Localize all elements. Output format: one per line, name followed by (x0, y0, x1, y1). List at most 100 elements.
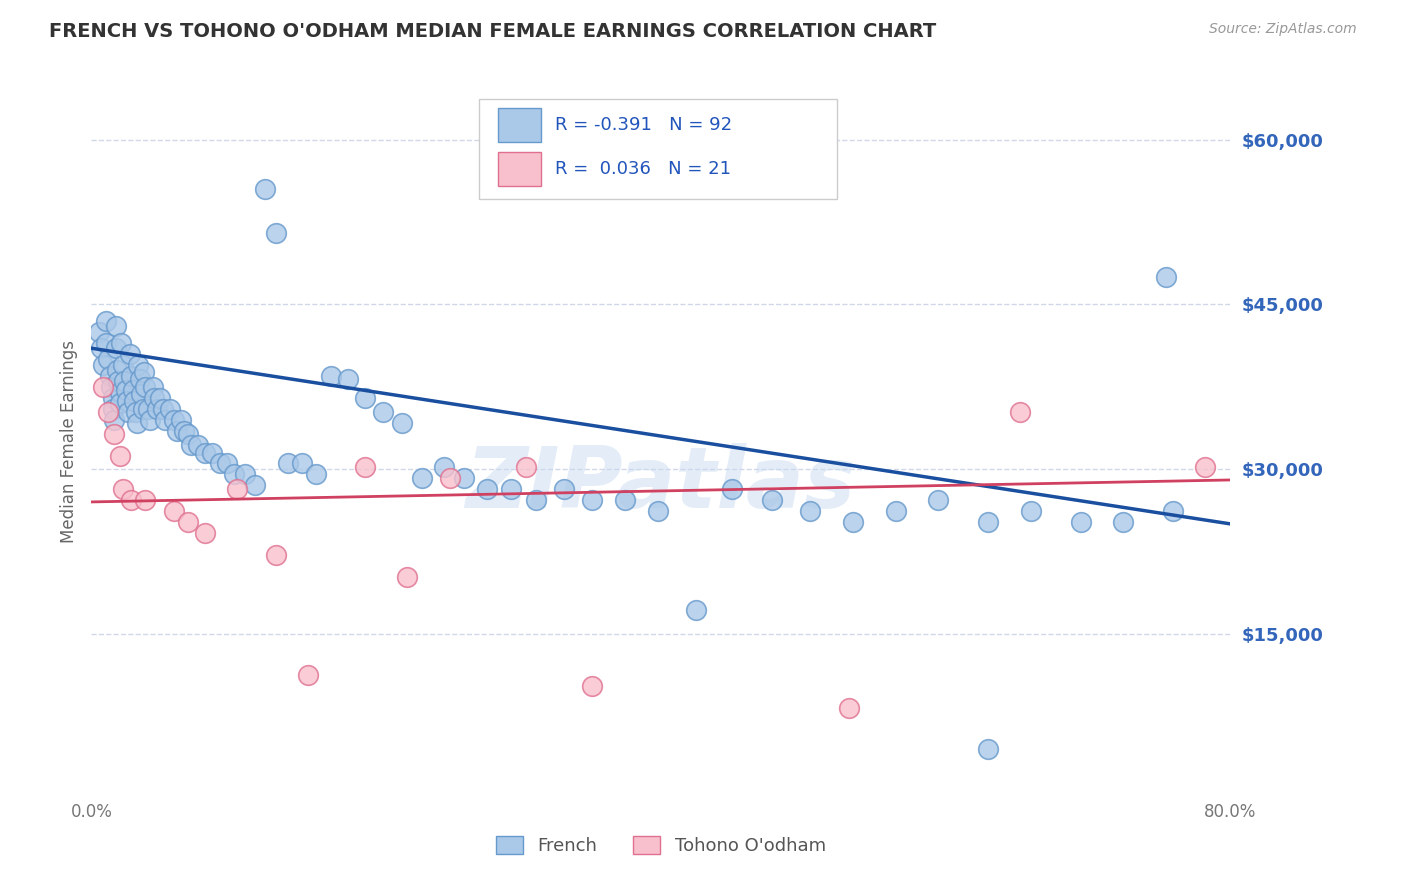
Point (121, 383, 143, 397)
Point (134, 379, 156, 393)
Point (838, 701, 860, 715)
Point (170, 412, 193, 426)
Point (1008, 405, 1031, 419)
Point (614, 492, 637, 507)
Point (94, 335, 117, 350)
Point (391, 416, 413, 430)
Point (553, 482, 575, 496)
Point (194, 525, 217, 540)
Point (501, 482, 523, 496)
Point (103, 426, 125, 441)
Point (139, 412, 162, 426)
Point (108, 396, 131, 410)
Text: FRENCH VS TOHONO O'ODHAM MEDIAN FEMALE EARNINGS CORRELATION CHART: FRENCH VS TOHONO O'ODHAM MEDIAN FEMALE E… (49, 22, 936, 41)
Point (131, 401, 153, 416)
Point (291, 457, 314, 471)
Point (114, 383, 136, 397)
Point (297, 668, 319, 682)
Point (799, 504, 821, 518)
Point (98, 368, 121, 383)
Point (104, 319, 127, 334)
Point (128, 372, 150, 386)
Point (475, 482, 498, 496)
Point (112, 374, 135, 388)
Point (266, 548, 288, 562)
Point (243, 478, 266, 492)
Point (336, 372, 359, 386)
Point (104, 341, 127, 355)
Point (143, 391, 166, 405)
Point (108, 385, 131, 400)
Point (166, 424, 188, 438)
Point (353, 459, 375, 474)
Point (97, 405, 120, 419)
Point (132, 365, 155, 379)
Point (721, 482, 744, 496)
Point (134, 492, 156, 507)
Point (111, 482, 134, 496)
Bar (498, 152, 541, 186)
Point (105, 363, 128, 377)
Point (111, 358, 134, 372)
Point (152, 401, 174, 416)
Point (266, 226, 288, 240)
Point (118, 347, 141, 361)
Point (94, 314, 117, 328)
Point (110, 335, 132, 350)
FancyBboxPatch shape (478, 99, 838, 199)
Point (146, 401, 169, 416)
Point (842, 515, 865, 529)
Point (163, 504, 186, 518)
Point (222, 467, 245, 482)
Point (319, 368, 342, 383)
Point (353, 391, 375, 405)
Text: ZIPatlas: ZIPatlas (465, 442, 856, 526)
Point (91, 358, 114, 372)
Point (524, 492, 547, 507)
Point (647, 504, 669, 518)
Point (124, 405, 146, 419)
Point (761, 492, 783, 507)
Point (277, 457, 299, 471)
Point (433, 459, 456, 474)
Point (120, 368, 142, 383)
Point (155, 412, 177, 426)
Point (142, 379, 165, 393)
Point (884, 504, 907, 518)
Point (129, 387, 152, 401)
Point (1161, 504, 1184, 518)
Point (194, 445, 217, 459)
Point (927, 492, 949, 507)
Point (453, 471, 475, 485)
Point (187, 438, 209, 452)
Point (215, 457, 238, 471)
Point (581, 492, 603, 507)
Point (115, 393, 138, 408)
Point (90, 341, 112, 355)
Point (208, 457, 231, 471)
Point (173, 424, 195, 438)
Point (120, 492, 142, 507)
Point (159, 401, 181, 416)
Point (1019, 504, 1042, 518)
Point (101, 401, 124, 416)
Text: R = -0.391   N = 92: R = -0.391 N = 92 (555, 116, 733, 135)
Point (977, 742, 1000, 756)
Point (101, 391, 124, 405)
Point (1154, 269, 1177, 284)
Point (108, 449, 131, 463)
Point (97, 352, 120, 367)
Text: R =  0.036   N = 21: R = 0.036 N = 21 (555, 160, 731, 178)
Point (117, 405, 139, 419)
Point (233, 467, 256, 482)
Point (125, 416, 148, 430)
Point (201, 445, 224, 459)
Point (91, 379, 114, 393)
Point (439, 471, 461, 485)
Point (103, 412, 125, 426)
Y-axis label: Median Female Earnings: Median Female Earnings (59, 340, 77, 543)
Text: Source: ZipAtlas.com: Source: ZipAtlas.com (1209, 22, 1357, 37)
Point (177, 426, 200, 441)
Point (180, 438, 202, 452)
Point (149, 391, 172, 405)
